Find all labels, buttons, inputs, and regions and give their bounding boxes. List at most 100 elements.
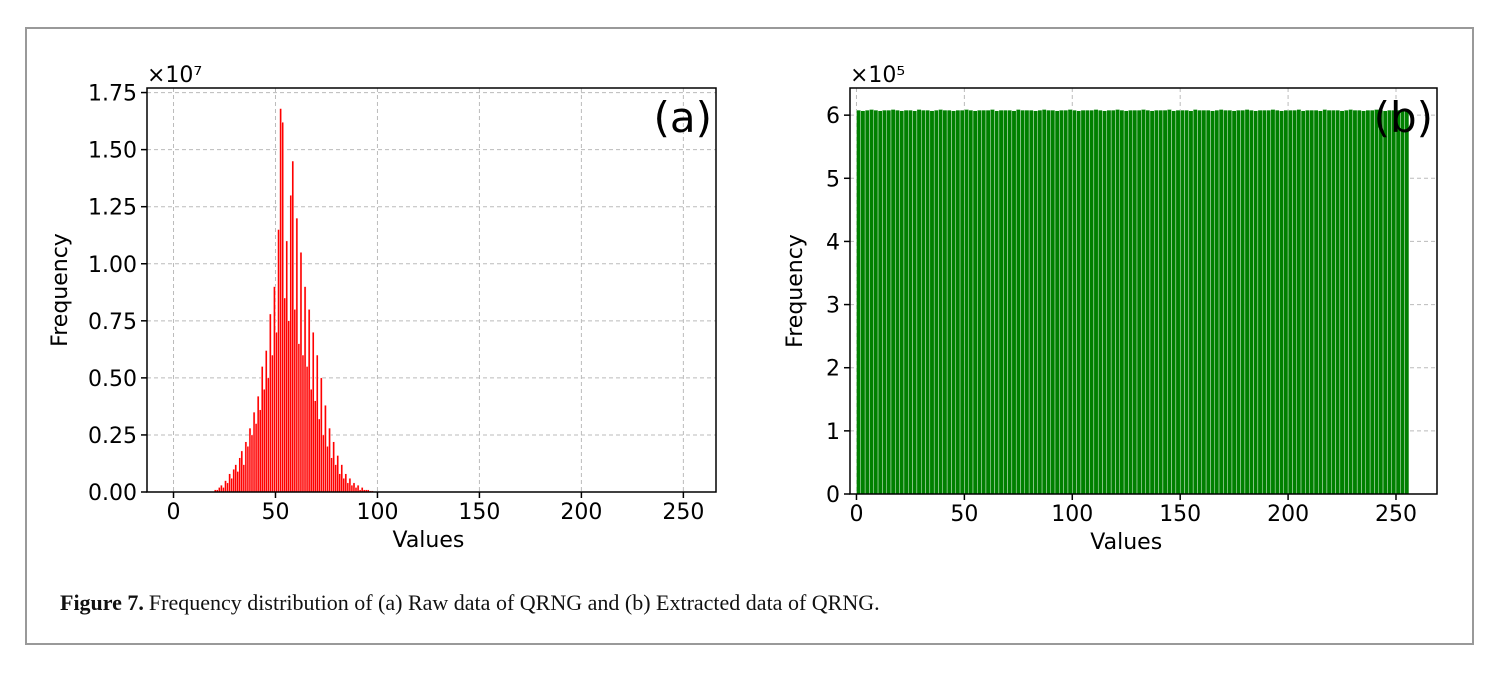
x-tick-label: 0 bbox=[849, 502, 863, 527]
y-tick-label: 0.00 bbox=[88, 481, 137, 506]
bar bbox=[265, 350, 268, 493]
bar bbox=[1003, 109, 1008, 495]
bar bbox=[293, 309, 297, 493]
y-tick-label: 2 bbox=[826, 357, 840, 382]
x-tick-label: 50 bbox=[950, 502, 978, 527]
bar bbox=[1395, 109, 1401, 495]
bar bbox=[287, 320, 290, 493]
bar bbox=[1085, 109, 1090, 495]
bar bbox=[344, 473, 348, 493]
bar bbox=[307, 309, 311, 493]
offset-label: ×10⁵ bbox=[850, 63, 905, 88]
bar bbox=[254, 423, 258, 493]
bar bbox=[261, 366, 264, 493]
y-tick-label: 3 bbox=[826, 294, 840, 319]
bar bbox=[1404, 109, 1410, 495]
bar bbox=[912, 110, 918, 495]
bar bbox=[1300, 110, 1306, 495]
bar bbox=[1093, 109, 1099, 495]
bar bbox=[1292, 109, 1297, 495]
x-tick-label: 100 bbox=[1051, 502, 1093, 527]
bar bbox=[228, 473, 231, 493]
bar bbox=[1365, 109, 1371, 495]
bar bbox=[1374, 109, 1379, 495]
bar bbox=[303, 286, 307, 493]
x-tick-label: 250 bbox=[662, 500, 704, 525]
bar bbox=[1149, 110, 1155, 495]
bar bbox=[1201, 109, 1207, 495]
bar bbox=[860, 110, 866, 495]
bar bbox=[869, 109, 874, 495]
bar bbox=[1382, 110, 1388, 495]
bar bbox=[238, 457, 242, 493]
bar bbox=[873, 109, 879, 495]
x-tick-label: 150 bbox=[1159, 502, 1201, 527]
bar bbox=[1318, 110, 1323, 495]
bar bbox=[1011, 110, 1017, 495]
bar bbox=[1119, 109, 1125, 495]
bar bbox=[1184, 109, 1190, 495]
bar bbox=[1369, 109, 1375, 495]
bar bbox=[252, 411, 256, 493]
bar bbox=[297, 343, 301, 493]
bar bbox=[1253, 110, 1259, 495]
bar bbox=[1205, 109, 1211, 495]
bar bbox=[1257, 109, 1263, 495]
bar bbox=[1274, 109, 1280, 495]
bar bbox=[882, 109, 887, 495]
bar bbox=[890, 109, 896, 495]
bar bbox=[921, 109, 926, 495]
bar bbox=[1223, 109, 1228, 495]
bar bbox=[291, 160, 295, 493]
bar bbox=[1102, 110, 1108, 495]
bar bbox=[1132, 109, 1138, 495]
bar bbox=[1361, 110, 1366, 495]
bar bbox=[314, 400, 317, 493]
bar bbox=[258, 409, 262, 493]
bar bbox=[1097, 109, 1103, 495]
bar bbox=[1270, 109, 1276, 495]
x-tick-label: 200 bbox=[1267, 502, 1309, 527]
bar bbox=[1344, 109, 1349, 495]
bar bbox=[1050, 109, 1056, 495]
bar bbox=[1244, 109, 1250, 495]
bar bbox=[332, 441, 335, 493]
bar bbox=[322, 434, 325, 493]
bar bbox=[1046, 109, 1051, 495]
bar bbox=[1188, 110, 1194, 495]
y-tick-label: 1.50 bbox=[88, 139, 137, 164]
bar bbox=[234, 464, 237, 493]
y-axis-label: Frequency bbox=[783, 234, 808, 348]
bar bbox=[246, 446, 250, 493]
bar bbox=[856, 109, 861, 495]
bar bbox=[1063, 109, 1069, 495]
bar bbox=[998, 109, 1004, 495]
bar bbox=[1072, 109, 1077, 495]
bar bbox=[244, 441, 248, 493]
caption: Figure 7. Frequency distribution of (a) R… bbox=[60, 590, 880, 616]
bar bbox=[938, 109, 943, 495]
bar bbox=[1356, 109, 1362, 495]
bar bbox=[1309, 109, 1315, 495]
bar bbox=[1041, 109, 1047, 495]
y-tick-label: 0 bbox=[826, 483, 840, 508]
bar bbox=[1067, 109, 1073, 495]
bar bbox=[1080, 109, 1086, 495]
bar bbox=[968, 109, 974, 495]
bar bbox=[295, 217, 299, 493]
bar bbox=[1110, 109, 1116, 495]
bar bbox=[273, 286, 276, 493]
bar bbox=[1279, 110, 1284, 495]
bar bbox=[1387, 109, 1392, 495]
bar bbox=[336, 455, 339, 493]
bar bbox=[283, 297, 286, 493]
bar bbox=[346, 482, 350, 493]
bar bbox=[972, 110, 978, 495]
bar bbox=[220, 484, 223, 493]
bar bbox=[224, 480, 227, 493]
bar bbox=[318, 418, 321, 493]
bar bbox=[1313, 109, 1319, 495]
bar bbox=[248, 427, 252, 493]
bar bbox=[985, 109, 991, 495]
